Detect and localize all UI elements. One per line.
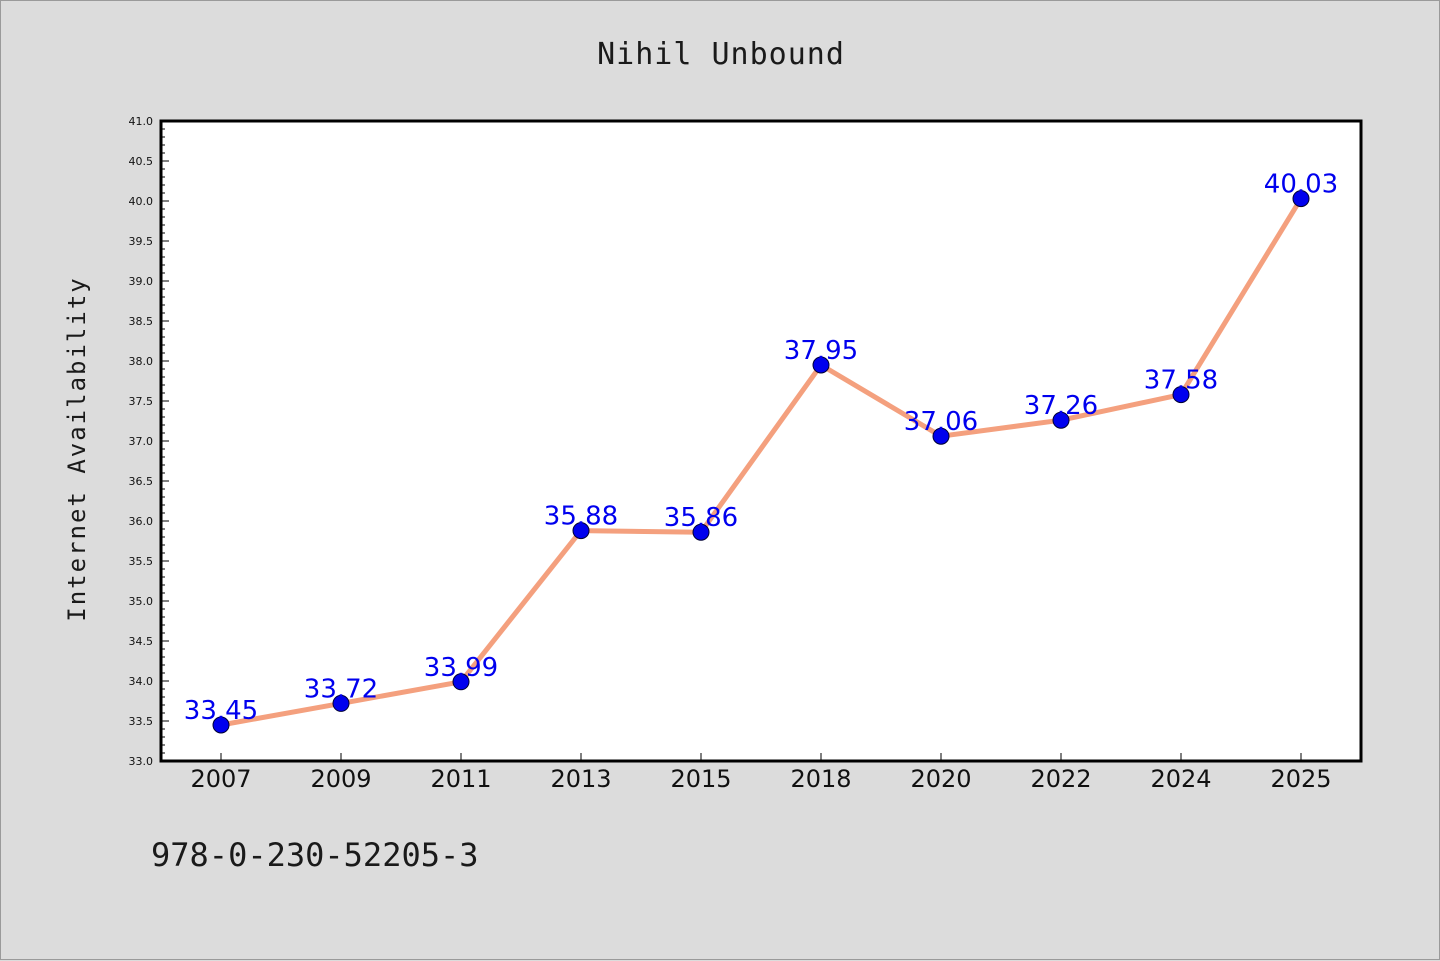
data-label: 35.88 — [544, 502, 618, 532]
series-line — [218, 196, 1304, 728]
data-point-marker — [332, 694, 350, 712]
footer-identifier: 978-0-230-52205-3 — [151, 836, 479, 874]
data-label: 37.95 — [784, 336, 858, 366]
data-label: 37.26 — [1024, 391, 1098, 421]
data-point-marker — [932, 427, 950, 445]
x-axis-ticks: 2007 2009 2011 2013 2015 2018 2020 2022 2024 2025 — [190, 753, 1332, 793]
x-tick-label: 2024 — [1150, 765, 1211, 793]
x-tick-label: 2015 — [670, 765, 731, 793]
data-label: 33.45 — [184, 696, 258, 726]
y-tick-label: 39.5 — [129, 235, 154, 248]
y-tick-label: 39.0 — [129, 275, 154, 288]
data-point-marker — [1052, 411, 1070, 429]
x-tick-label: 2020 — [910, 765, 971, 793]
data-point-marker — [572, 522, 590, 540]
data-point-marker — [812, 356, 830, 374]
y-tick-label: 38.5 — [129, 315, 154, 328]
y-tick-label: 33.0 — [129, 755, 154, 768]
data-label: 37.58 — [1144, 366, 1218, 396]
data-label: 33.99 — [424, 653, 498, 683]
y-tick-label: 34.0 — [129, 675, 154, 688]
chart-title: Nihil Unbound — [597, 37, 845, 72]
series-line-group — [218, 196, 1304, 728]
data-point-marker — [1172, 386, 1190, 404]
data-point-marker — [212, 716, 230, 734]
y-axis-label: Internet Availability — [63, 276, 91, 621]
y-tick-label: 37.5 — [129, 395, 154, 408]
y-tick-label: 41.0 — [129, 115, 154, 128]
y-axis-ticks: 33.0 33.5 34.0 34.5 35.0 35.5 36.0 36.5 37.0 37.5… — [129, 115, 169, 768]
x-tick-label: 2009 — [310, 765, 371, 793]
y-tick-label: 34.5 — [129, 635, 154, 648]
x-tick-label: 2011 — [430, 765, 491, 793]
plot-border — [159, 119, 1363, 763]
data-label: 33.72 — [304, 674, 378, 704]
data-point-marker — [692, 523, 710, 541]
data-labels: 33.45 33.72 33.99 35.88 35.86 37.95 37.06 37.26… — [184, 170, 1338, 726]
x-tick-label: 2013 — [550, 765, 611, 793]
y-tick-label: 38.0 — [129, 355, 154, 368]
x-tick-label: 2018 — [790, 765, 851, 793]
y-tick-label: 40.5 — [129, 155, 154, 168]
y-tick-label: 35.0 — [129, 595, 154, 608]
data-markers — [212, 190, 1310, 734]
data-label: 35.86 — [664, 503, 738, 533]
data-label: 40.03 — [1264, 170, 1338, 200]
y-tick-label: 33.5 — [129, 715, 154, 728]
x-tick-label: 2025 — [1270, 765, 1331, 793]
y-tick-label: 35.5 — [129, 555, 154, 568]
data-point-marker — [452, 673, 470, 691]
y-tick-label: 36.0 — [129, 515, 154, 528]
y-tick-label: 37.0 — [129, 435, 154, 448]
y-tick-label: 36.5 — [129, 475, 154, 488]
plot-area — [161, 121, 1361, 761]
data-point-marker — [1292, 190, 1310, 208]
x-tick-label: 2007 — [190, 765, 251, 793]
x-tick-label: 2022 — [1030, 765, 1091, 793]
data-label: 37.06 — [904, 407, 978, 437]
y-tick-label: 40.0 — [129, 195, 154, 208]
